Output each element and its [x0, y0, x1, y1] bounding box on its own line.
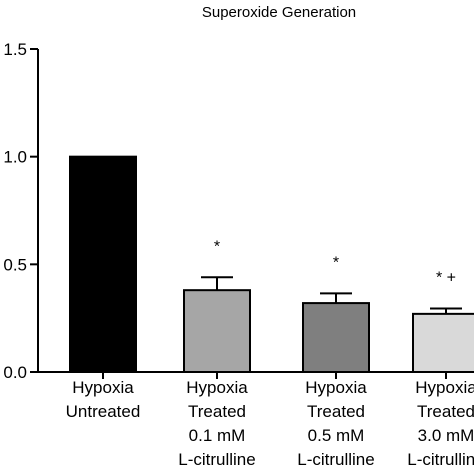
x-category-label: Hypoxia: [186, 378, 248, 397]
x-category-label: L-citrulline: [178, 450, 255, 469]
y-tick-label: 0.0: [3, 363, 27, 382]
y-tick-label: 1.0: [3, 148, 27, 167]
x-category-label: Hypoxia: [72, 378, 134, 397]
x-category-label: L-citrulline: [297, 450, 374, 469]
bar: [69, 155, 137, 373]
x-category-label: Treated: [307, 402, 365, 421]
significance-marker: * +: [436, 269, 456, 286]
significance-marker: *: [333, 254, 339, 271]
plot-area: 0.0 0.5 1.0 1.5 Hypoxia Untreated * Hypoxia Trea…: [3, 40, 474, 469]
y-tick-label: 0.5: [3, 255, 27, 274]
x-category-label: 3.0 mM: [418, 426, 474, 445]
x-category-label: 0.5 mM: [308, 426, 365, 445]
x-category-label: L-citrulline: [407, 450, 474, 469]
bar: [302, 302, 370, 373]
bar: [412, 312, 474, 373]
y-tick-label: 1.5: [3, 40, 27, 59]
x-category-label: Untreated: [66, 402, 141, 421]
significance-marker: *: [214, 238, 220, 255]
x-category-label: Treated: [188, 402, 246, 421]
x-category-label: 0.1 mM: [189, 426, 246, 445]
x-category-label: Treated: [417, 402, 474, 421]
chart-title: Superoxide Generation: [202, 4, 356, 21]
x-category-label: Hypoxia: [305, 378, 367, 397]
x-category-label: Hypoxia: [415, 378, 474, 397]
bar: [183, 289, 251, 374]
